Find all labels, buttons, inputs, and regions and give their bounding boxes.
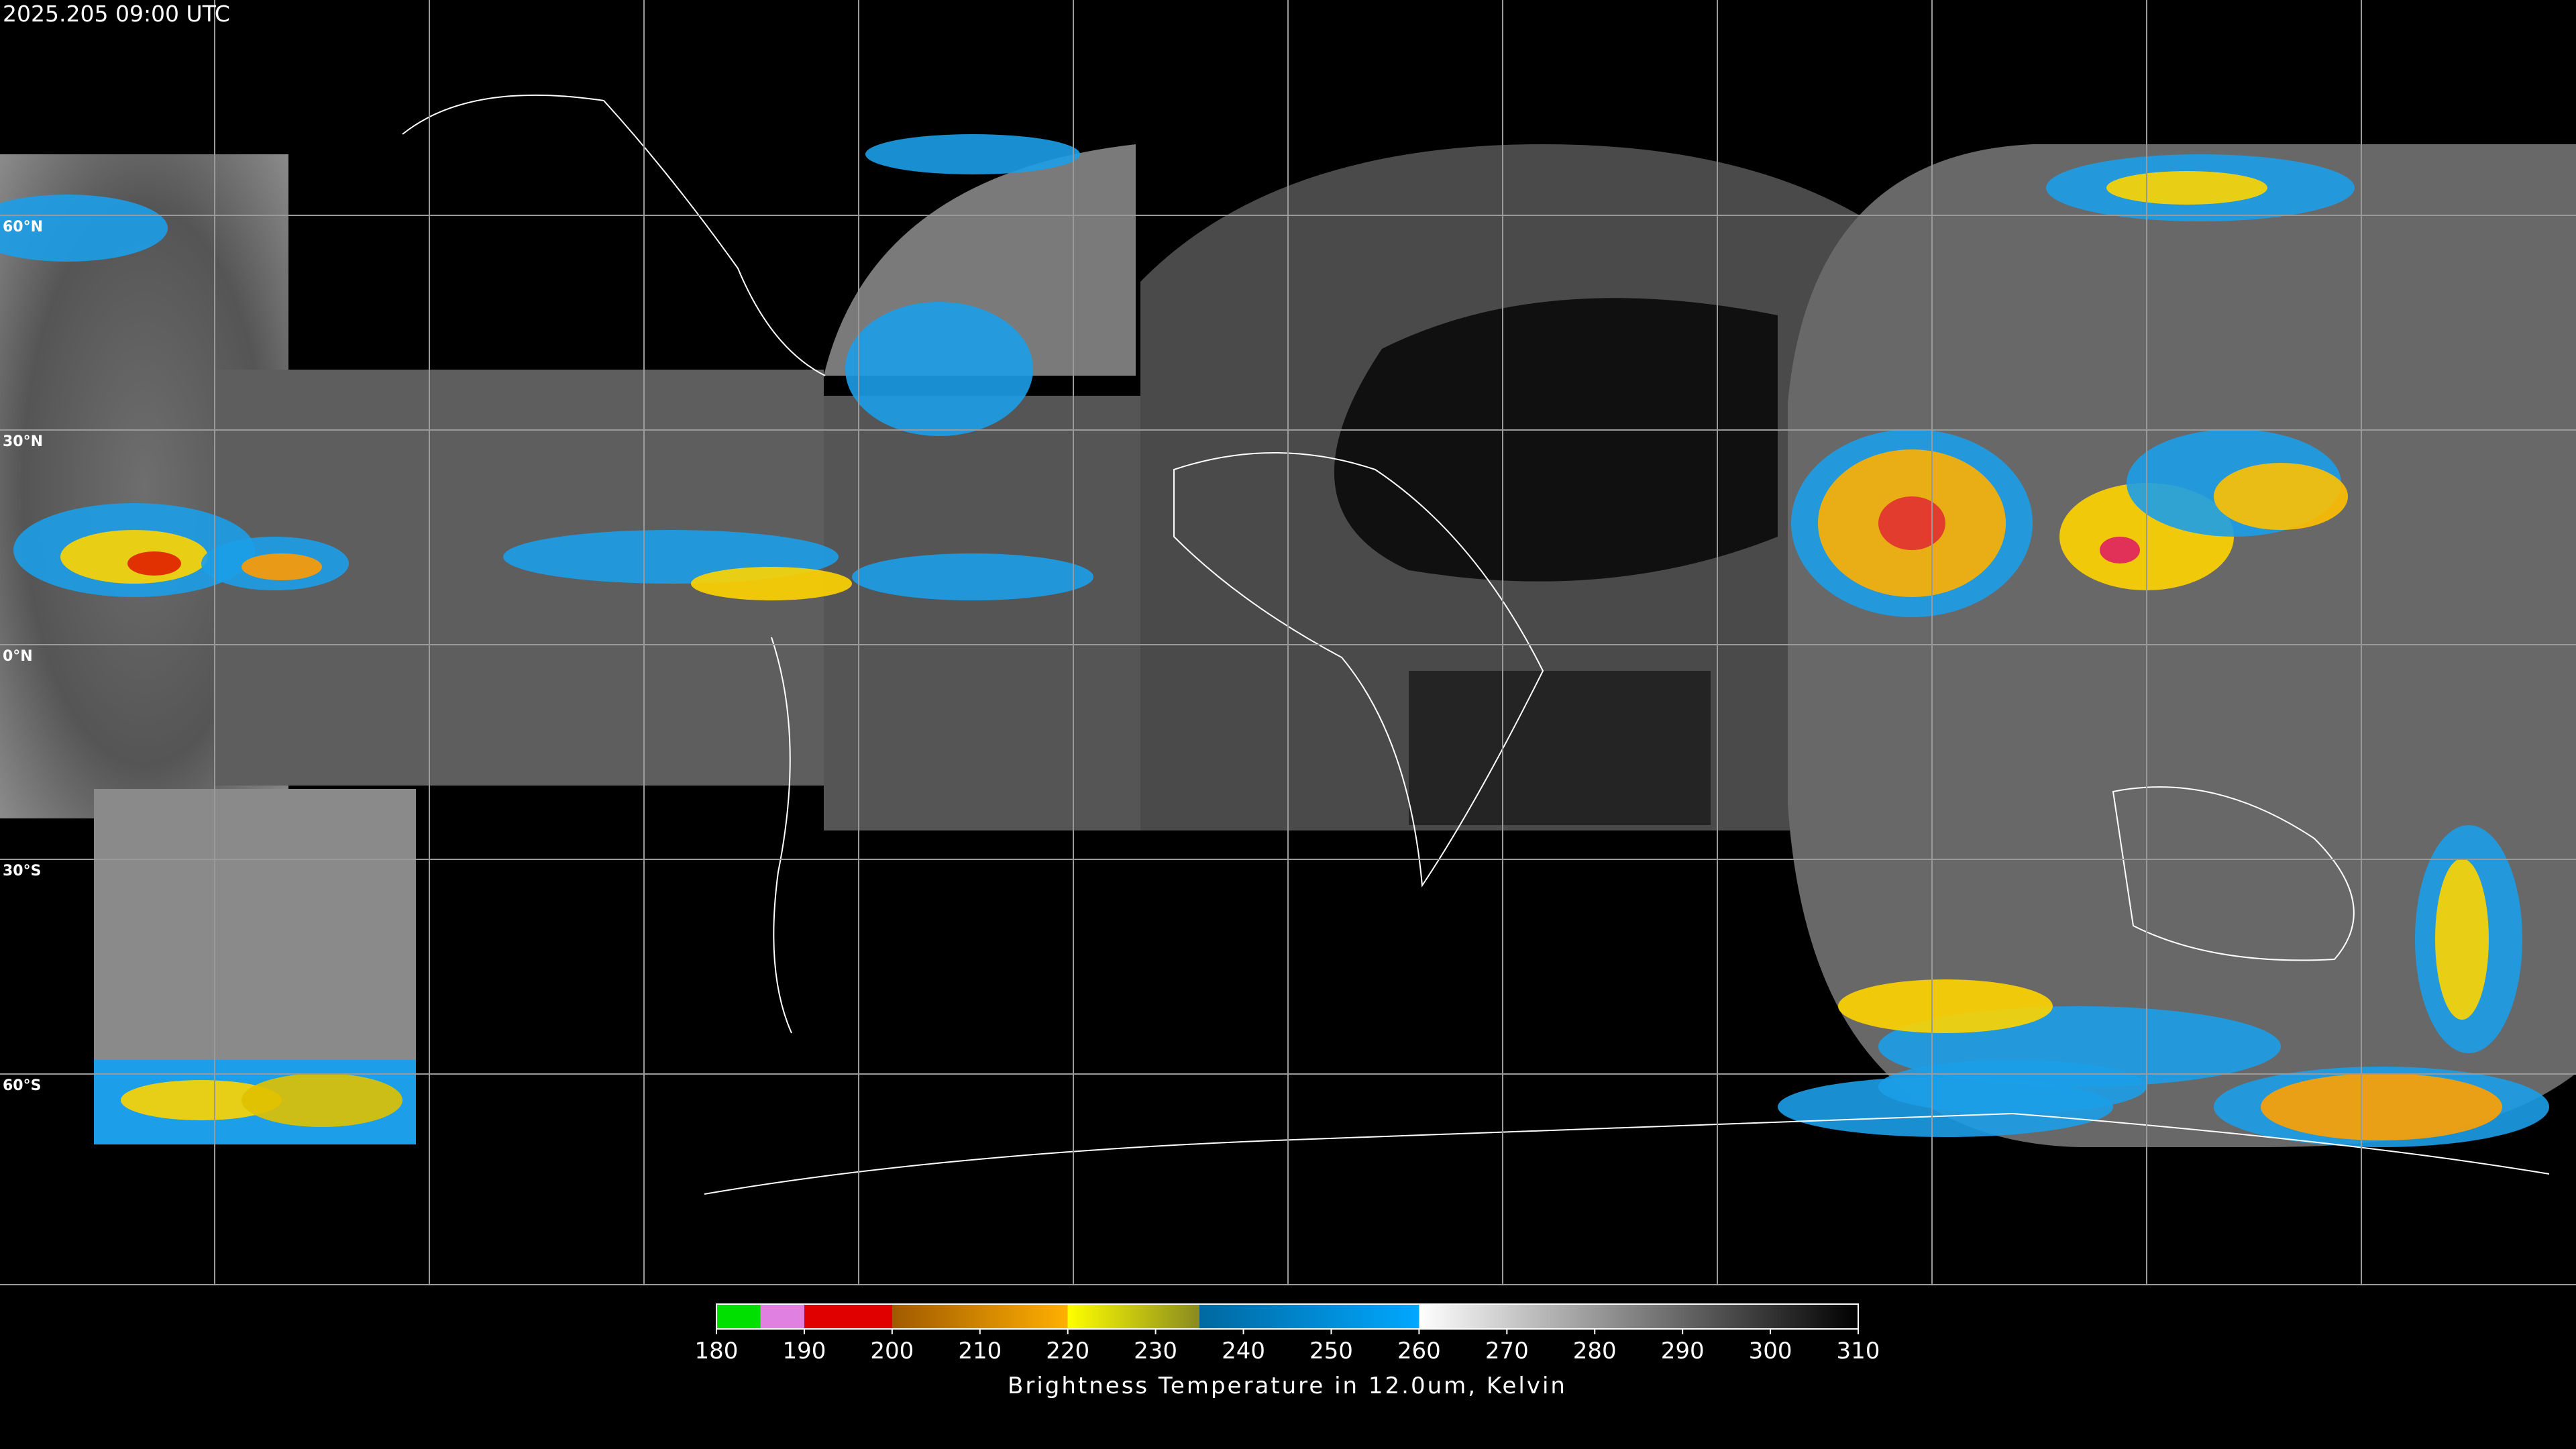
cloud-cluster [865, 134, 1080, 174]
colorbar-scale [716, 1303, 1859, 1330]
colorbar-tick-label: 220 [1046, 1338, 1089, 1364]
lat-label: 30°S [3, 863, 41, 879]
cloud-cluster [241, 1073, 402, 1127]
cloud-cluster [852, 553, 1093, 600]
lat-label: 30°N [3, 433, 43, 450]
colorbar-tick-label: 270 [1485, 1338, 1529, 1364]
coastline-americas [402, 94, 826, 1034]
coastlines [402, 94, 2550, 1195]
colorbar-tick-label: 250 [1309, 1338, 1353, 1364]
imagery-asia-disk [1788, 144, 2576, 1147]
cloud-cluster [241, 553, 322, 580]
cloud-cluster [1878, 496, 1945, 550]
colorbar-tick-label: 180 [695, 1338, 739, 1364]
colorbar-tick-label: 310 [1837, 1338, 1880, 1364]
coastline-australia [2112, 786, 2355, 961]
cloud-cluster [845, 302, 1033, 436]
colorbar-tick-label: 260 [1397, 1338, 1441, 1364]
imagery-sahara [1334, 298, 1778, 582]
colorbar: 180 190 200 210 220 230 240 250 260 270 280 290 300 3… [695, 1303, 1880, 1399]
cloud-cluster [2435, 859, 2489, 1020]
satellite-imagery [0, 144, 2576, 1147]
colorbar-tick-label: 230 [1134, 1338, 1177, 1364]
colorbar-tick-label: 210 [958, 1338, 1002, 1364]
colorbar-tick-label: 200 [870, 1338, 914, 1364]
colorbar-tick-label: 190 [782, 1338, 826, 1364]
colorbar-tick-label: 300 [1749, 1338, 1792, 1364]
colorbar-label: Brightness Temperature in 12.0um, Kelvin [1008, 1373, 1567, 1399]
cloud-cluster [2106, 171, 2267, 205]
cloud-cluster [1838, 979, 2053, 1033]
lat-label: 60°N [3, 219, 43, 235]
cloud-cluster [0, 195, 168, 262]
cloud-cluster [1778, 1077, 2113, 1137]
cloud-cluster [2214, 463, 2348, 530]
graticule [0, 0, 2576, 1285]
imagery-southern-africa [1409, 671, 1711, 825]
colorbar-tick-label: 280 [1573, 1338, 1617, 1364]
cloud-cluster [121, 1080, 282, 1120]
lat-label: 60°S [3, 1077, 41, 1094]
coastline-antarctica [704, 1112, 2550, 1195]
colorbar-tick-label: 240 [1222, 1338, 1265, 1364]
cloud-cluster [691, 567, 852, 600]
timestamp: 2025.205 09:00 UTC [3, 1, 230, 27]
colorbar-tick-label: 290 [1661, 1338, 1705, 1364]
cloud-cluster [127, 551, 181, 576]
cloud-cluster [2100, 537, 2140, 564]
lat-label: 0°N [3, 648, 33, 665]
cloud-cluster [2261, 1073, 2502, 1140]
